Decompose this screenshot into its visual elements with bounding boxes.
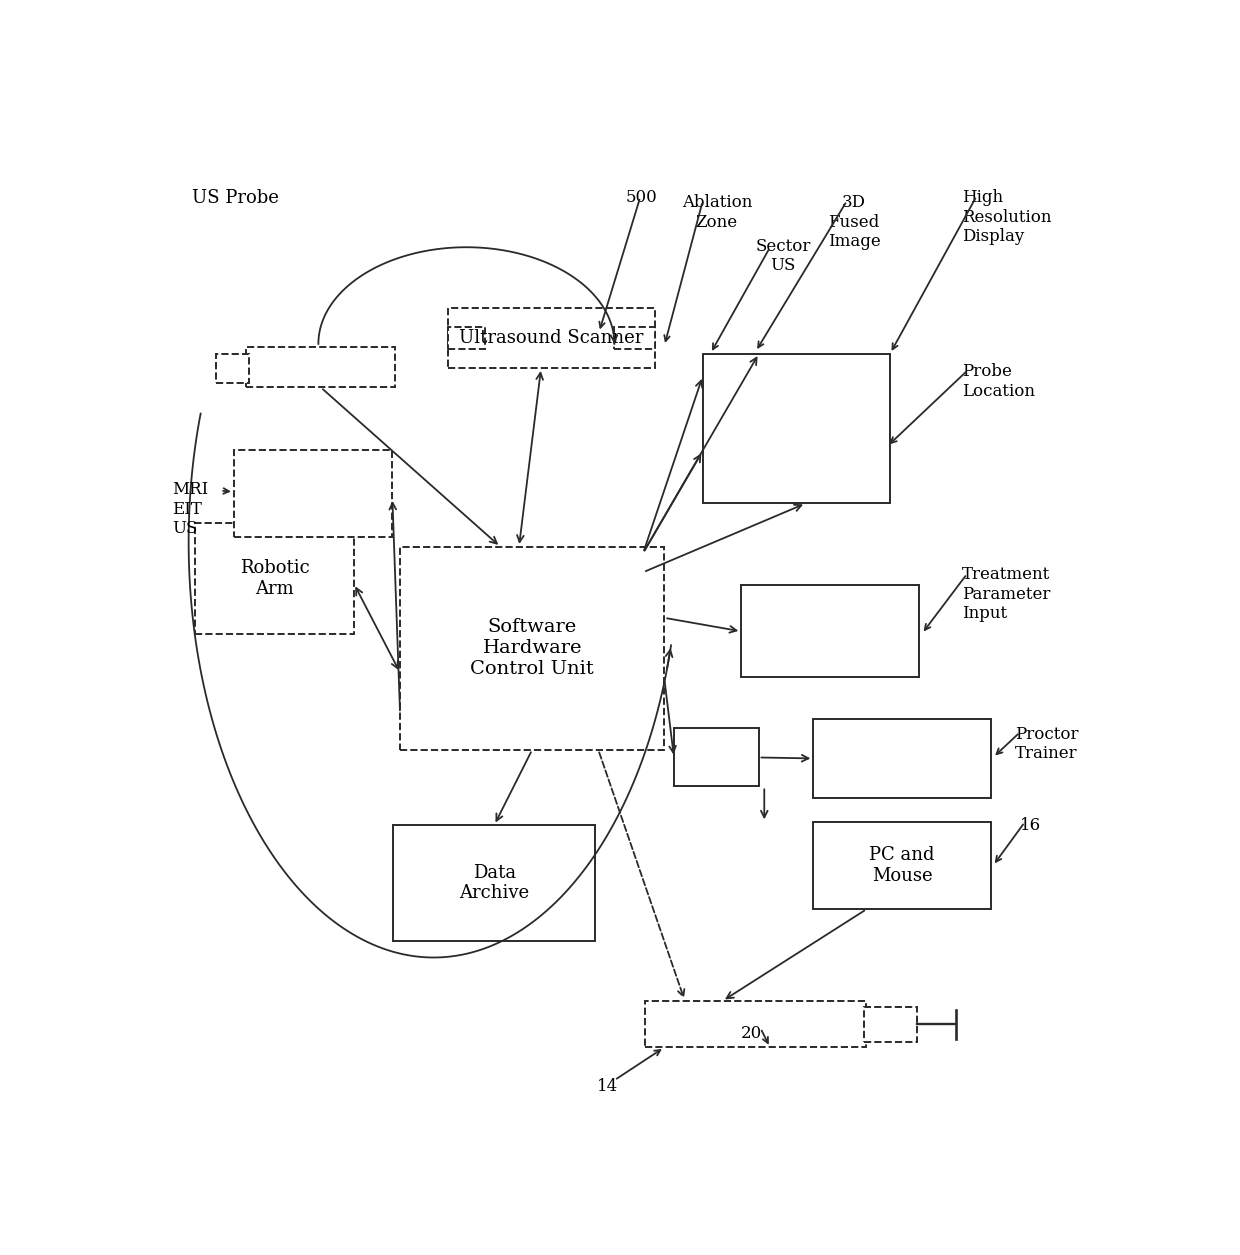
Bar [448,328,485,349]
Bar [703,354,890,503]
Text: Probe
Location: Probe Location [962,363,1035,400]
Bar [234,451,392,537]
Text: Robotic
Arm: Robotic Arm [239,558,310,597]
Text: Ablation
Zone: Ablation Zone [682,195,751,231]
Bar [247,346,396,388]
Bar [813,822,991,909]
Bar [742,585,919,678]
Text: Ultrasound Scanner: Ultrasound Scanner [459,329,644,348]
Bar [675,728,759,787]
Text: MRI
EIT
US: MRI EIT US [172,481,208,537]
Text: Proctor
Trainer: Proctor Trainer [1016,725,1079,762]
Bar [196,522,353,634]
Text: 3D
Fused
Image: 3D Fused Image [828,195,880,250]
Bar [216,354,249,383]
Text: 14: 14 [596,1078,619,1096]
Text: 16: 16 [1019,817,1042,835]
Text: Data
Archive: Data Archive [459,863,529,902]
Text: US Probe: US Probe [191,190,279,207]
Bar [864,1007,918,1042]
Text: 20: 20 [742,1025,763,1042]
Text: PC and
Mouse: PC and Mouse [869,846,935,885]
Bar [645,1001,866,1048]
Text: Treatment
Parameter
Input: Treatment Parameter Input [962,566,1050,622]
Bar [448,309,655,368]
Text: Software
Hardware
Control Unit: Software Hardware Control Unit [470,619,594,678]
Bar [614,328,655,349]
Bar [813,719,991,798]
Bar [401,547,665,749]
Text: Sector
US: Sector US [755,237,811,274]
Bar [393,825,595,941]
Text: 500: 500 [626,190,657,206]
Text: High
Resolution
Display: High Resolution Display [962,190,1052,246]
